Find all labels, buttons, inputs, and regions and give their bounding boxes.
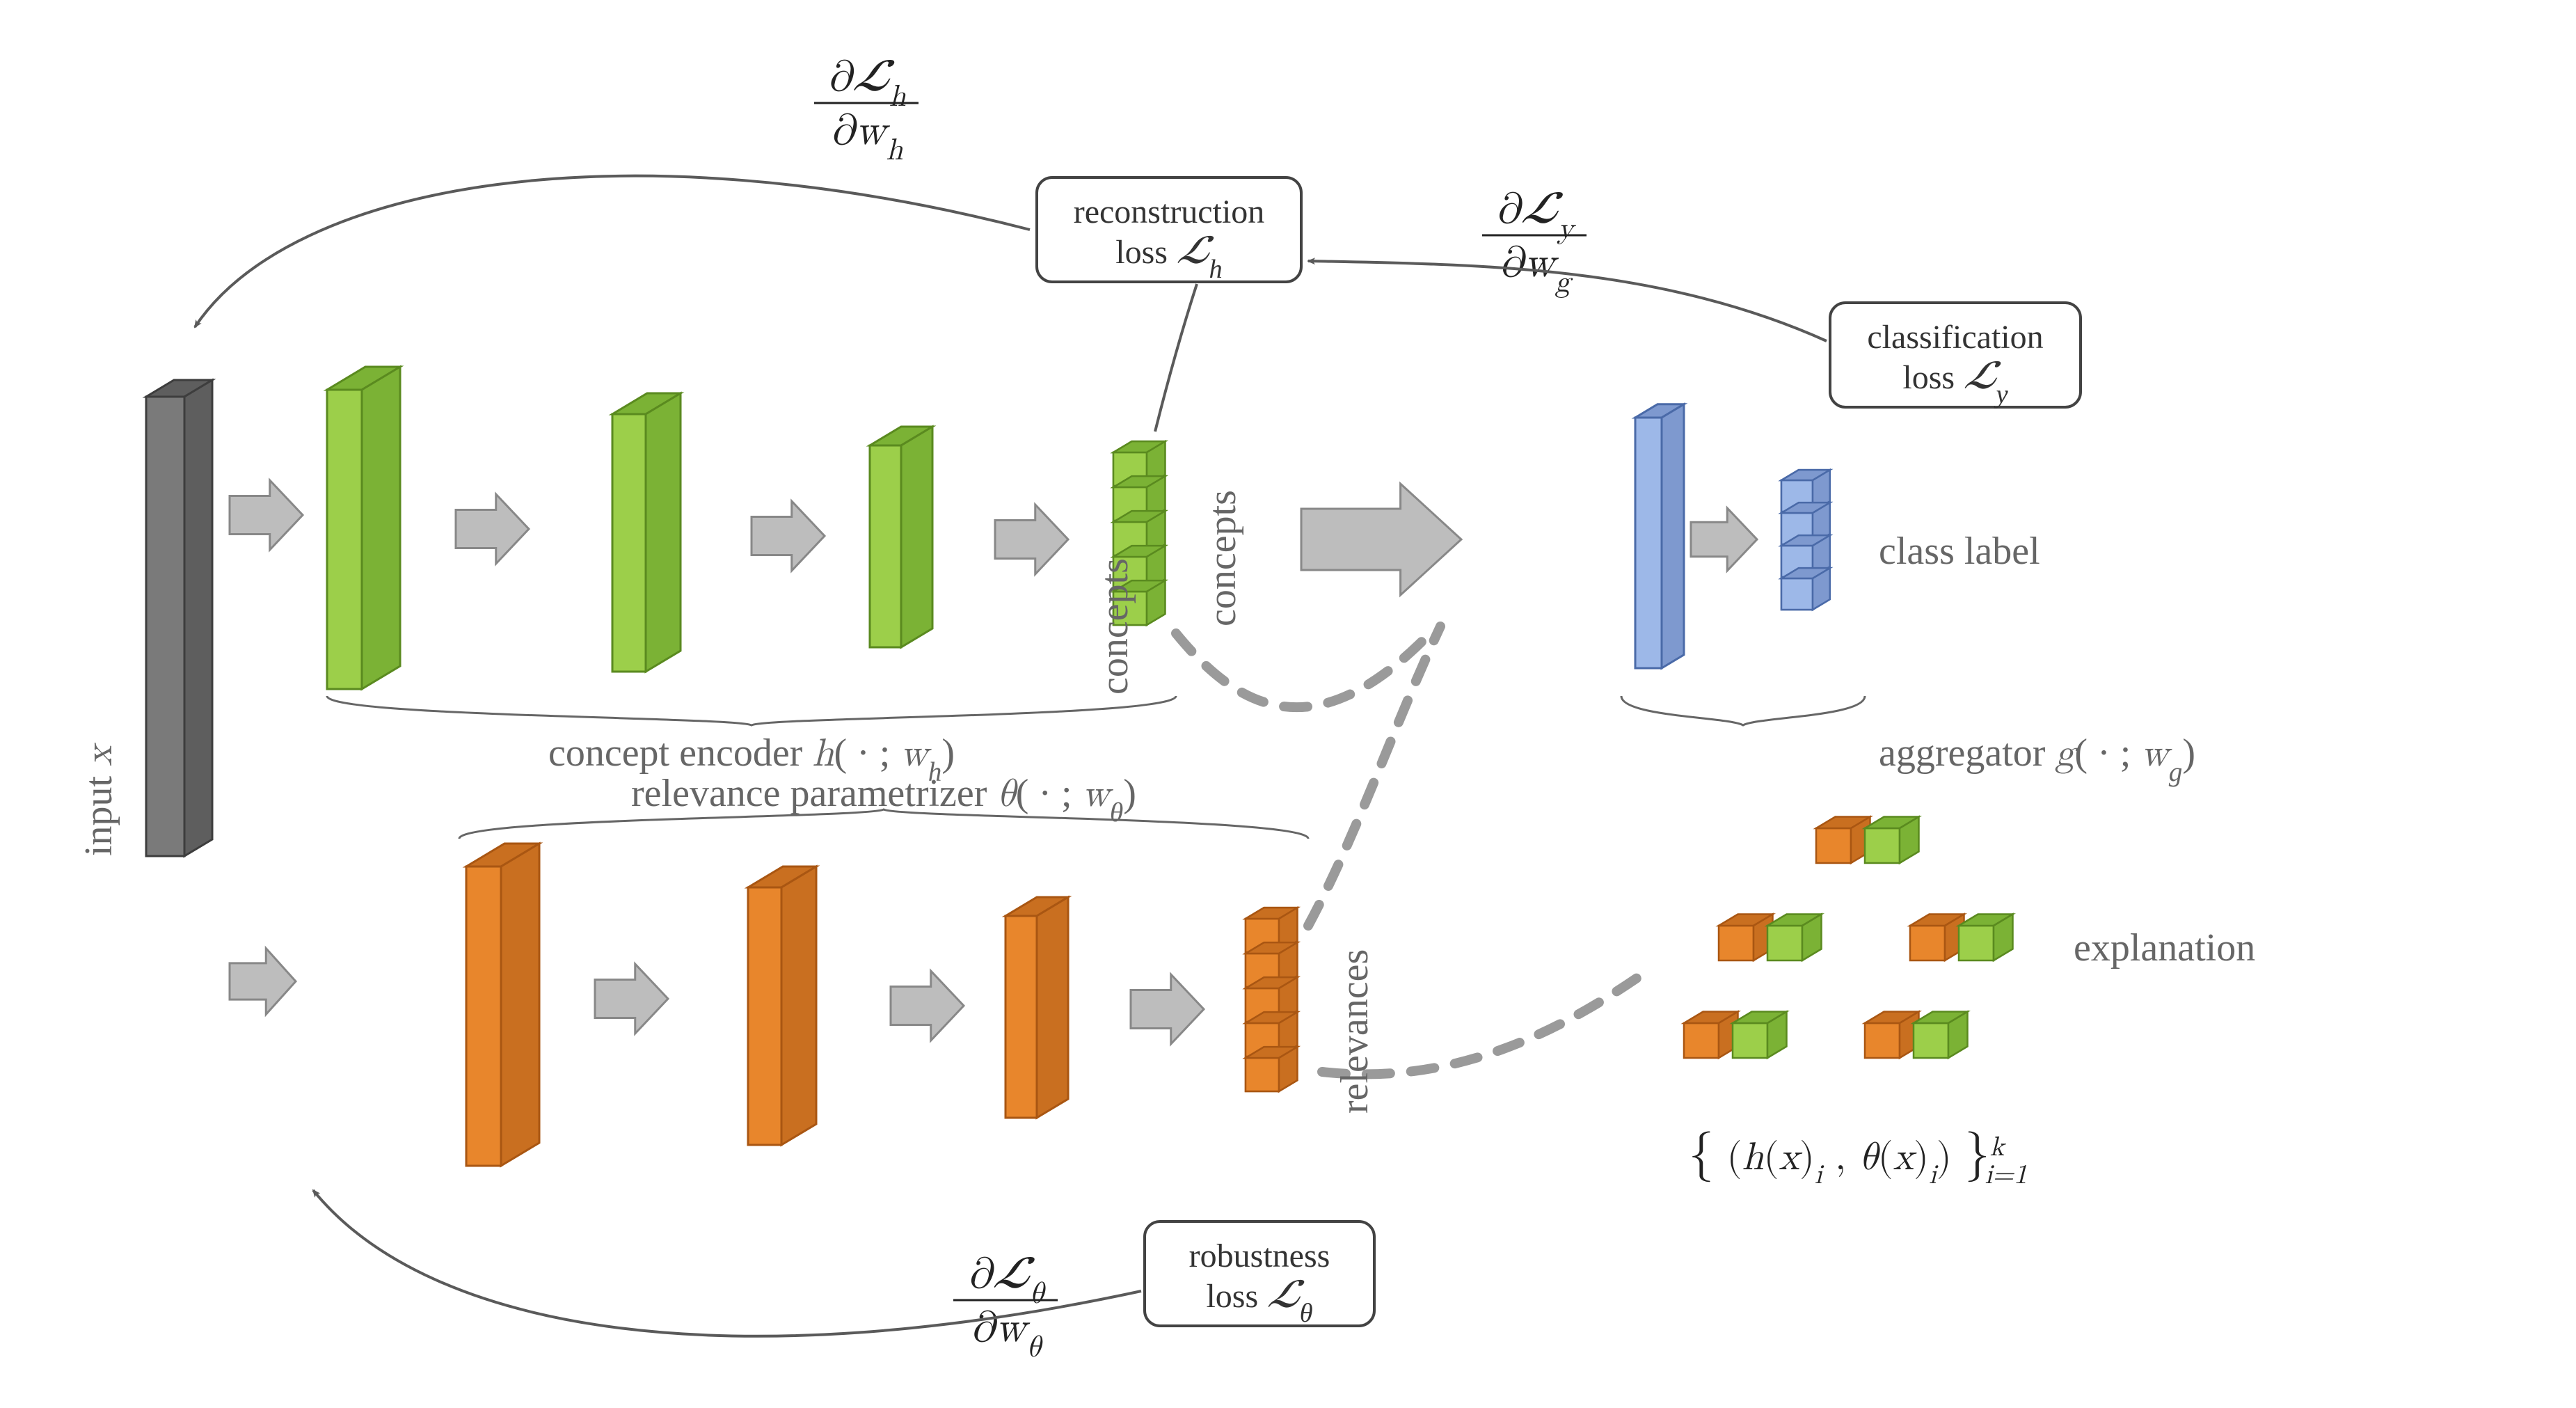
arrow-blue-out: [1691, 508, 1757, 571]
encoder-layer-0: [327, 367, 400, 689]
expl-orange-4: [1865, 1012, 1919, 1059]
input-slab: [146, 380, 212, 856]
cube: [1246, 1047, 1297, 1091]
diagram-svg: input x reconstructionloss 𝓛h classificati…: [0, 0, 2576, 1408]
expl-green-4: [1914, 1012, 1968, 1059]
expl-green-2: [1959, 915, 2013, 961]
concepts-label: concepts: [1093, 558, 1136, 695]
robustness-loss-box: robustnessloss 𝓛θ: [1145, 1221, 1374, 1328]
input-label: input x: [77, 743, 120, 856]
svg-text:reconstruction: reconstruction: [1074, 193, 1265, 230]
reconstruction-loss-box: reconstructionloss 𝓛h: [1037, 177, 1301, 284]
encoder-layer-2: [870, 427, 932, 647]
arrow-green-0: [456, 494, 529, 564]
arrow-orange-1: [891, 971, 964, 1041]
expl-orange-0: [1816, 817, 1870, 864]
grad-curve-h: [195, 176, 1030, 327]
parametrizer-layer-0: [466, 844, 539, 1166]
arrow-orange-2: [1131, 974, 1204, 1044]
aggregate-arrow-icon: [1301, 484, 1461, 595]
encoder-layer-1: [612, 393, 681, 672]
grad-h: ∂𝓛h∂wh: [814, 56, 919, 165]
concepts-label: concepts: [1201, 490, 1244, 626]
expl-orange-2: [1910, 915, 1964, 961]
class-label: class label: [1879, 530, 2040, 573]
aggregator-layer: [1635, 404, 1684, 668]
arrow-green-1: [752, 501, 825, 571]
dash-concepts-to-agg: [1176, 633, 1430, 707]
brace-encoder: [327, 696, 1176, 725]
parametrizer-layer-1: [748, 867, 816, 1145]
svg-text:classification: classification: [1867, 319, 2043, 356]
classification-loss-box: classificationloss 𝓛y: [1830, 303, 2081, 409]
arrow-input-green: [230, 480, 303, 550]
explanation-label: explanation: [2074, 926, 2255, 970]
arrow-green-2: [995, 505, 1068, 574]
explanation-formula: { (h(x)i , θ(x)i) }ki=1: [1689, 1129, 2028, 1189]
relevances-label: relevances: [1333, 949, 1376, 1114]
grad-theta: ∂𝓛θ∂wθ: [953, 1253, 1058, 1362]
dash-relevances-to-agg: [1308, 626, 1440, 926]
svg-text:∂wh: ∂wh: [829, 110, 903, 166]
grad-curve-y: [1308, 261, 1827, 341]
expl-green-3: [1733, 1012, 1787, 1059]
expl-orange-1: [1719, 915, 1773, 961]
arrow-orange-0: [595, 964, 668, 1034]
svg-text:robustness: robustness: [1189, 1237, 1330, 1274]
arrow-input-orange: [230, 949, 296, 1015]
expl-orange-3: [1684, 1012, 1738, 1059]
parametrizer-layer-2: [1005, 897, 1068, 1118]
aggregator-label: aggregator g( · ; wg): [1879, 731, 2195, 787]
expl-green-1: [1767, 915, 1822, 961]
brace-aggregator: [1621, 696, 1865, 725]
grad-y: ∂𝓛y∂wg: [1482, 189, 1587, 297]
loss-h-connector: [1155, 284, 1197, 432]
cube: [1781, 568, 1830, 610]
expl-green-0: [1865, 817, 1919, 864]
